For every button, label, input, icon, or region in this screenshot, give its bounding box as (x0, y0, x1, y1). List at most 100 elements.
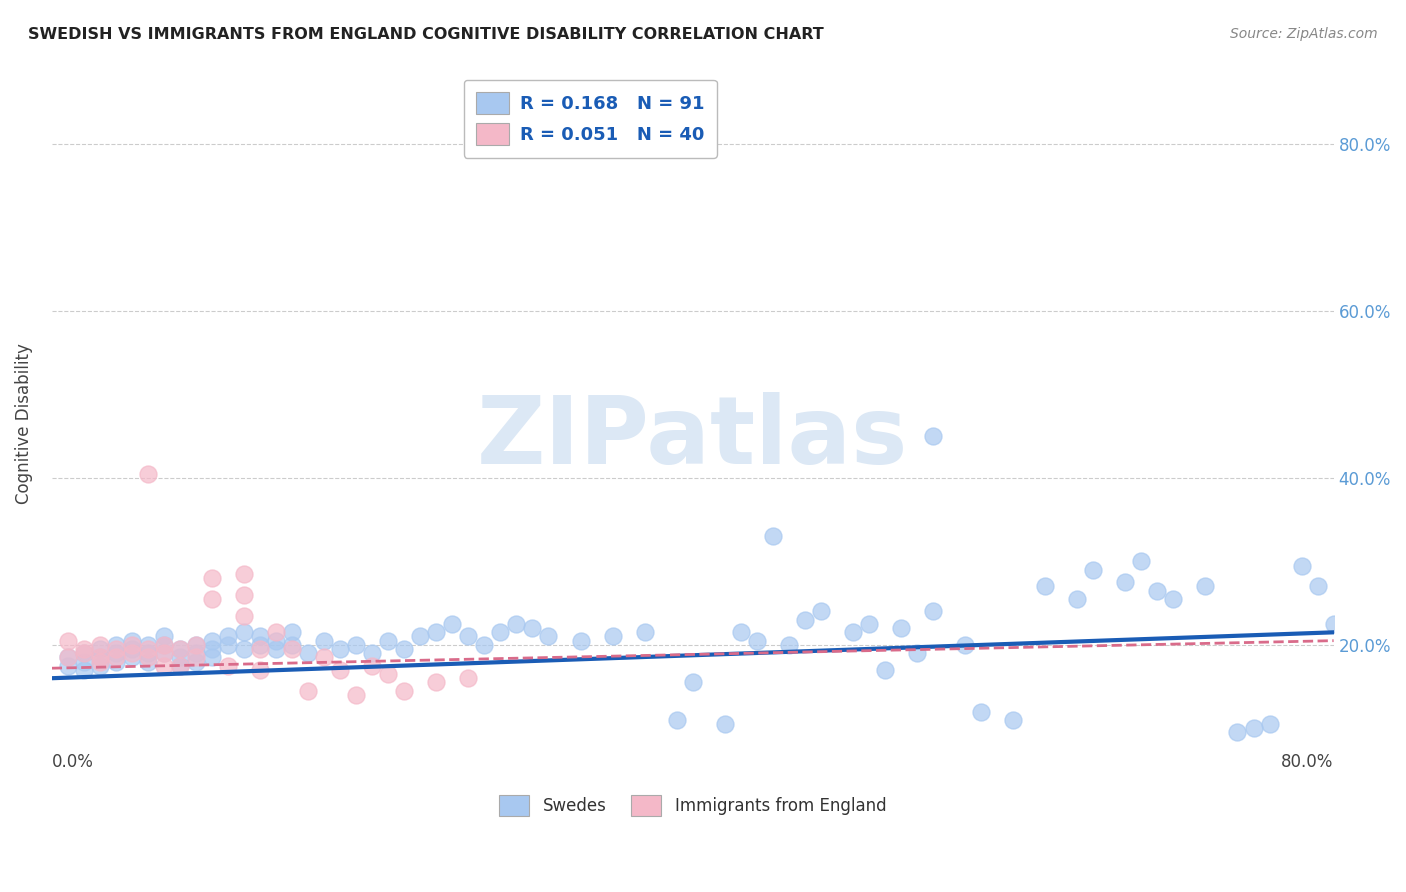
Point (89, 650, 111, 665)
Point (89, 642, 111, 657)
Point (73, 642, 96, 657)
Point (457, 671, 479, 685)
Point (184, 650, 207, 665)
Point (233, 566, 256, 581)
Point (602, 630, 624, 644)
Point (569, 633, 592, 648)
Point (457, 630, 479, 644)
Point (745, 633, 768, 648)
Point (505, 617, 527, 632)
Point (409, 630, 432, 644)
Point (121, 633, 143, 648)
Point (169, 642, 191, 657)
Point (314, 633, 336, 648)
Point (713, 717, 735, 731)
Point (1226, 725, 1249, 739)
Point (56, 658, 79, 673)
Point (793, 613, 815, 627)
Point (264, 642, 287, 657)
Point (905, 646, 928, 660)
Point (1130, 554, 1153, 568)
Point (1146, 583, 1168, 598)
Point (136, 467, 159, 481)
Text: Source: ZipAtlas.com: Source: ZipAtlas.com (1230, 27, 1378, 41)
Text: 0.0%: 0.0% (52, 753, 94, 771)
Point (1291, 558, 1313, 573)
Point (73, 663, 96, 677)
Point (217, 630, 239, 644)
Text: ZIPatlas: ZIPatlas (477, 392, 908, 483)
Point (121, 646, 143, 660)
Point (201, 591, 224, 606)
Point (233, 642, 256, 657)
Point (73, 655, 96, 669)
Point (56, 650, 79, 665)
Y-axis label: Cognitive Disability: Cognitive Disability (15, 343, 32, 504)
Point (730, 625, 752, 640)
Point (169, 650, 191, 665)
Point (217, 658, 239, 673)
Point (842, 625, 865, 640)
Point (858, 617, 880, 632)
Point (377, 667, 399, 681)
Point (1083, 563, 1105, 577)
Point (169, 658, 191, 673)
Point (264, 633, 287, 648)
Point (104, 646, 127, 660)
Point (873, 663, 896, 677)
Point (890, 621, 912, 635)
Point (665, 713, 688, 727)
Point (121, 642, 143, 657)
Point (329, 642, 352, 657)
Point (489, 625, 512, 640)
Point (233, 588, 256, 602)
Point (361, 646, 384, 660)
Point (136, 655, 159, 669)
Point (474, 638, 496, 652)
Point (329, 663, 352, 677)
Point (1306, 579, 1329, 593)
Point (1194, 579, 1216, 593)
Point (425, 675, 447, 690)
Point (344, 638, 367, 652)
Point (537, 630, 560, 644)
Point (184, 646, 207, 660)
Point (136, 646, 159, 660)
Point (264, 625, 287, 640)
Point (281, 638, 304, 652)
Point (297, 646, 319, 660)
Point (201, 571, 224, 585)
Point (104, 650, 127, 665)
Point (1243, 721, 1265, 735)
Point (1323, 617, 1346, 632)
Point (922, 429, 945, 443)
Point (153, 638, 176, 652)
Point (104, 655, 127, 669)
Point (104, 642, 127, 657)
Point (153, 646, 176, 660)
Point (778, 638, 800, 652)
Point (425, 625, 447, 640)
Point (682, 675, 704, 690)
Point (184, 655, 207, 669)
Point (56, 650, 79, 665)
Point (394, 683, 416, 698)
Point (89, 655, 111, 669)
Point (970, 705, 993, 719)
Point (314, 650, 336, 665)
Point (377, 633, 399, 648)
Point (136, 650, 159, 665)
Point (169, 642, 191, 657)
Point (810, 604, 832, 618)
Point (394, 642, 416, 657)
Point (249, 638, 271, 652)
Point (1002, 713, 1025, 727)
Point (89, 658, 111, 673)
Point (153, 630, 176, 644)
Point (153, 658, 176, 673)
Point (1033, 579, 1056, 593)
Point (153, 638, 176, 652)
Point (953, 638, 976, 652)
Text: SWEDISH VS IMMIGRANTS FROM ENGLAND COGNITIVE DISABILITY CORRELATION CHART: SWEDISH VS IMMIGRANTS FROM ENGLAND COGNI… (28, 27, 824, 42)
Point (184, 638, 207, 652)
